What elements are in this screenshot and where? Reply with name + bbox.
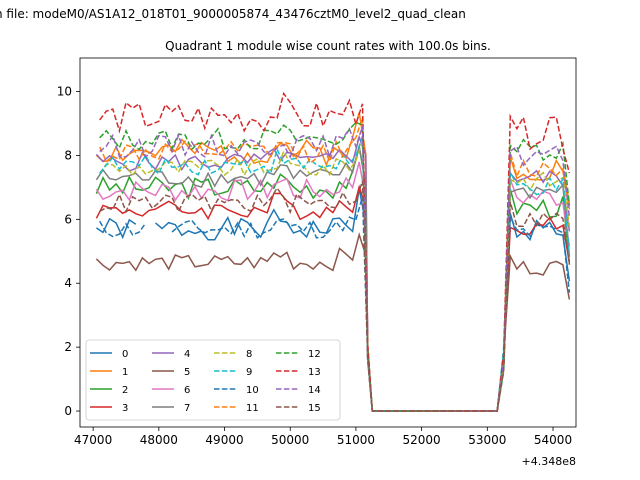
legend-label-9: 9	[246, 367, 252, 378]
x-tick-label: 52000	[403, 433, 441, 447]
legend-label-4: 4	[184, 349, 190, 360]
y-tick-label: 6	[64, 212, 72, 226]
x-axis: 47000 48000 49000 50000 51000 52000 53000 54000	[74, 427, 572, 447]
y-tick-label: 10	[57, 85, 72, 99]
legend-label-7: 7	[184, 403, 190, 414]
legend-label-5: 5	[184, 367, 190, 378]
legend-label-2: 2	[122, 385, 128, 396]
legend-box	[85, 339, 341, 421]
legend-label-1: 1	[122, 367, 128, 378]
legend-label-11: 11	[246, 403, 259, 414]
chart-title: Quadrant 1 module wise count rates with …	[165, 39, 491, 53]
legend-label-12: 12	[308, 349, 321, 360]
plot-frame	[79, 57, 577, 428]
legend-label-6: 6	[184, 385, 190, 396]
legend-label-15: 15	[308, 403, 321, 414]
legend-label-14: 14	[308, 385, 321, 396]
y-tick-label: 8	[64, 148, 72, 162]
y-tick-label: 4	[64, 276, 72, 290]
y-tick-label: 0	[64, 404, 72, 418]
legend-label-13: 13	[308, 367, 321, 378]
x-offset-label: +4.348e8	[522, 455, 576, 468]
x-tick-label: 48000	[140, 433, 178, 447]
x-tick-label: 53000	[468, 433, 506, 447]
series-line-8	[99, 141, 571, 412]
figure-suptitle: n file: modeM0/AS1A12_018T01_9000005874_…	[0, 7, 466, 21]
y-tick-label: 2	[64, 340, 72, 354]
x-tick-label: 47000	[74, 433, 112, 447]
series-line-15	[99, 180, 571, 412]
legend-label-0: 0	[122, 349, 128, 360]
legend-label-10: 10	[246, 385, 259, 396]
x-tick-label: 51000	[337, 433, 375, 447]
legend-label-8: 8	[246, 349, 252, 360]
series-layer	[95, 91, 571, 412]
x-tick-label: 49000	[205, 433, 243, 447]
x-tick-label: 54000	[534, 433, 572, 447]
legend-label-3: 3	[122, 403, 128, 414]
x-tick-label: 50000	[271, 433, 309, 447]
y-axis: 0 2 4 6 8 10	[57, 85, 80, 418]
